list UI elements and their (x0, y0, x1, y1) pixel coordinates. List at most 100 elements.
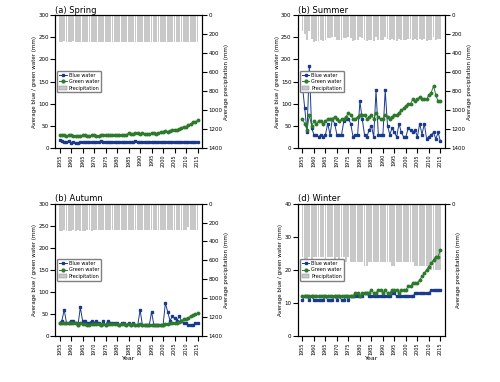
Bar (370, 204, 372, 262)
Bar (160, 15, 162, 42)
Bar (102, 15, 104, 42)
Y-axis label: Average blue / green water (mm): Average blue / green water (mm) (278, 224, 283, 316)
Bar (176, 15, 178, 42)
Bar (373, 204, 374, 262)
Bar (437, 204, 439, 270)
Bar (368, 15, 370, 40)
Blue water (438, 288, 444, 292)
Bar (414, 204, 416, 266)
Bar (104, 204, 106, 230)
Green water (350, 117, 356, 121)
Bar (410, 15, 412, 39)
Bar (86, 15, 88, 42)
Bar (91, 15, 92, 42)
Bar (183, 15, 184, 42)
Bar (316, 204, 317, 257)
Bar (354, 15, 356, 40)
Green water (382, 288, 388, 292)
Bar (146, 204, 148, 230)
Blue water (132, 323, 138, 327)
Bar (338, 204, 340, 262)
Blue water (300, 84, 306, 88)
Green water (304, 128, 310, 133)
Bar (412, 204, 414, 262)
Bar (110, 204, 111, 230)
Bar (150, 15, 152, 42)
Bar (137, 15, 138, 42)
Green water (91, 133, 97, 138)
Bar (158, 15, 160, 42)
Bar (128, 204, 130, 230)
Bar (332, 204, 333, 257)
Bar (375, 15, 377, 37)
Bar (320, 204, 322, 257)
Green water (132, 131, 138, 135)
Bar (178, 15, 180, 42)
Bar (162, 15, 164, 42)
Green water (194, 311, 200, 316)
Bar (364, 204, 366, 266)
Bar (114, 15, 116, 42)
Bar (84, 15, 86, 42)
Green water (438, 99, 444, 104)
Bar (112, 204, 114, 230)
Bar (194, 15, 196, 42)
Green water (376, 115, 382, 119)
Bar (148, 204, 150, 230)
Bar (132, 204, 134, 230)
Bar (320, 15, 322, 40)
Bar (61, 15, 63, 42)
Bar (64, 204, 65, 230)
Bar (426, 15, 428, 41)
Bar (366, 15, 368, 41)
Bar (58, 15, 60, 42)
Bar (75, 15, 76, 42)
Bar (336, 15, 338, 40)
Bar (142, 15, 144, 42)
Y-axis label: Average precipitation (mm): Average precipitation (mm) (456, 232, 461, 308)
Bar (102, 204, 104, 230)
Bar (336, 204, 338, 257)
Bar (416, 15, 418, 40)
Text: (d) Winter: (d) Winter (298, 194, 340, 203)
Bar (332, 15, 333, 37)
Green water (300, 117, 306, 121)
Bar (100, 15, 102, 42)
Blue water (384, 123, 390, 128)
Legend: Blue water, Green water, Precipitation: Blue water, Green water, Precipitation (58, 71, 102, 92)
Bar (306, 204, 308, 263)
Bar (128, 15, 130, 42)
Bar (352, 15, 354, 41)
Bar (188, 204, 190, 227)
Bar (310, 15, 312, 39)
Blue water (327, 298, 333, 302)
Y-axis label: Average precipitation (mm): Average precipitation (mm) (224, 44, 229, 120)
Bar (93, 15, 95, 42)
Bar (174, 15, 176, 42)
Bar (380, 204, 382, 262)
Bar (414, 15, 416, 39)
Bar (402, 204, 404, 262)
Blue water (181, 320, 187, 325)
Blue water (419, 291, 425, 295)
Bar (338, 15, 340, 40)
Bar (144, 204, 146, 230)
Bar (80, 15, 81, 42)
Bar (421, 15, 423, 40)
Bar (440, 204, 442, 270)
Green water (194, 118, 200, 123)
Bar (107, 15, 109, 42)
Text: (b) Summer: (b) Summer (298, 5, 348, 15)
Bar (421, 204, 423, 266)
Bar (408, 204, 409, 262)
Green water (86, 323, 92, 327)
Bar (302, 204, 304, 257)
Bar (188, 15, 190, 42)
Bar (156, 15, 157, 42)
Blue water (428, 288, 434, 292)
Bar (86, 204, 88, 230)
Bar (313, 204, 315, 257)
Bar (160, 204, 162, 230)
Bar (378, 204, 379, 262)
Bar (428, 204, 430, 266)
